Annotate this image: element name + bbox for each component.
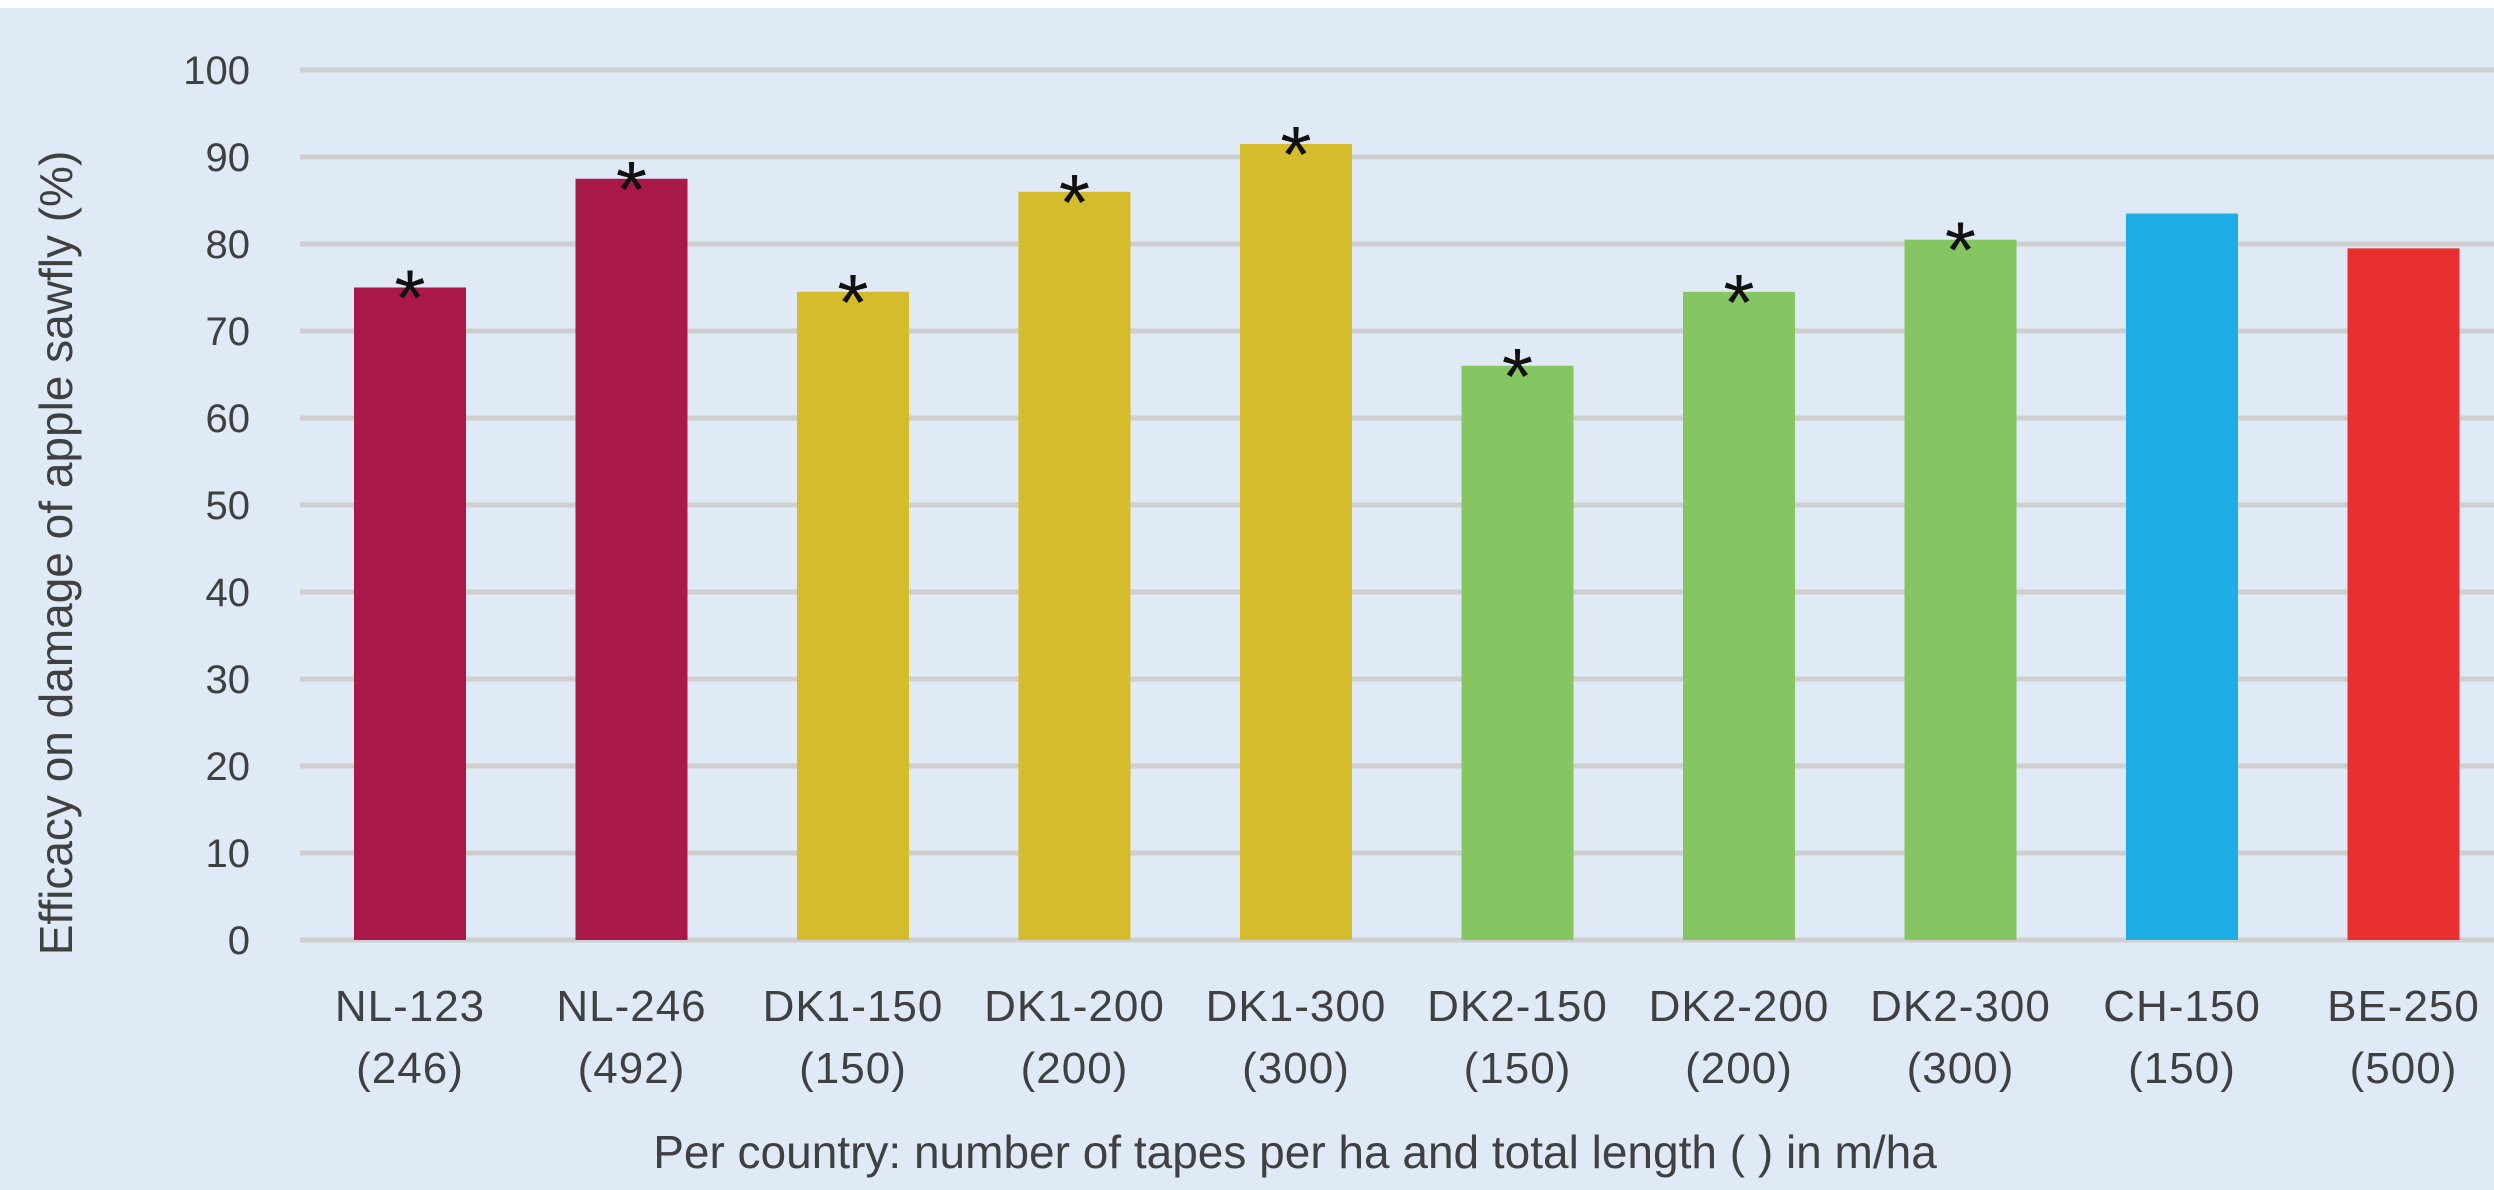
y-tick-label: 80 — [206, 223, 251, 267]
bar — [1240, 143, 1352, 940]
x-category-sublabel: (246) — [356, 1044, 464, 1093]
x-category-label: DK2-150 — [1427, 982, 1608, 1031]
y-tick-label: 10 — [206, 832, 251, 876]
y-tick-label: 40 — [206, 571, 251, 615]
x-axis-title: Per country: number of tapes per ha and … — [653, 1126, 1937, 1178]
significance-marker: * — [1280, 110, 1311, 199]
x-category-label: DK2-300 — [1870, 982, 2051, 1031]
significance-marker: * — [837, 258, 868, 347]
bar — [1683, 291, 1795, 941]
x-category-sublabel: (300) — [1907, 1044, 2015, 1093]
x-category-sublabel: (492) — [578, 1044, 686, 1093]
y-axis-title: Efficacy on damage of apple sawfly (%) — [30, 151, 82, 956]
significance-marker: * — [1502, 332, 1533, 421]
x-category-sublabel: (200) — [1685, 1044, 1793, 1093]
bar — [1461, 365, 1574, 940]
x-category-sublabel: (150) — [2128, 1044, 2236, 1093]
significance-marker: * — [1723, 258, 1754, 347]
significance-marker: * — [1945, 206, 1976, 295]
bar — [575, 178, 688, 940]
x-axis-labels: NL-123 (246) NL-246 (492) DK1-150 (150) DK1-20… — [335, 982, 2480, 1093]
x-category-label: BE-250 — [2327, 982, 2480, 1031]
x-category-label: DK1-300 — [1206, 982, 1387, 1031]
y-tick-label: 0 — [228, 919, 250, 963]
x-category-sublabel: (150) — [1464, 1044, 1572, 1093]
y-tick-label: 30 — [206, 658, 251, 702]
bar — [354, 287, 466, 940]
x-category-sublabel: (150) — [799, 1044, 907, 1093]
x-category-label: CH-150 — [2103, 982, 2261, 1031]
bar — [2347, 248, 2460, 941]
y-tick-label: 90 — [206, 136, 251, 180]
bar — [797, 291, 909, 941]
x-category-sublabel: (300) — [1242, 1044, 1350, 1093]
x-category-label: NL-123 — [335, 982, 485, 1031]
x-category-label: DK1-200 — [984, 982, 1165, 1031]
y-tick-label: 100 — [183, 49, 250, 93]
bar — [1904, 239, 2017, 940]
x-category-label: NL-246 — [556, 982, 706, 1031]
x-category-label: DK1-150 — [763, 982, 944, 1031]
x-category-sublabel: (200) — [1021, 1044, 1129, 1093]
x-category-label: DK2-200 — [1649, 982, 1830, 1031]
y-axis-ticks: 0 10 20 30 40 50 60 70 80 90 100 — [183, 49, 250, 963]
bars — [354, 143, 2460, 941]
significance-marker: * — [394, 254, 425, 343]
significance-markers: * * * * * * * * — [394, 110, 1976, 421]
bar — [1018, 191, 1131, 941]
bar-chart: 0 10 20 30 40 50 60 70 80 90 100 * * * * * * * * NL-123 (2… — [30, 49, 2494, 1178]
y-tick-label: 70 — [206, 310, 251, 354]
y-tick-label: 20 — [206, 745, 251, 789]
y-tick-label: 50 — [206, 484, 251, 528]
x-category-sublabel: (500) — [2350, 1044, 2458, 1093]
chart-container: 0 10 20 30 40 50 60 70 80 90 100 * * * * * * * * NL-123 (2… — [0, 8, 2494, 1190]
significance-marker: * — [1059, 158, 1090, 247]
bar — [2126, 213, 2238, 941]
y-tick-label: 60 — [206, 397, 251, 441]
significance-marker: * — [616, 145, 647, 234]
